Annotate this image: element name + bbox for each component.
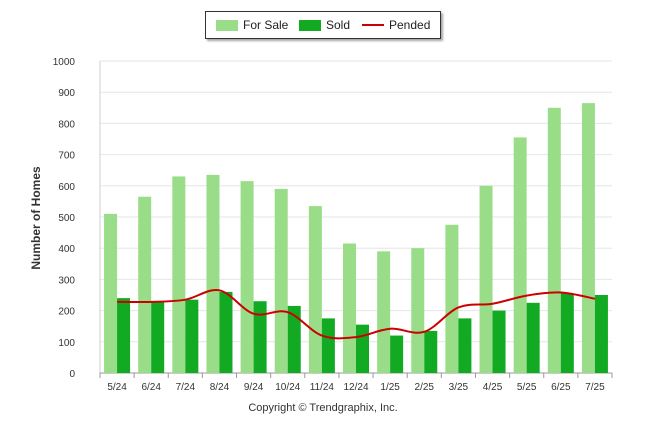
legend: For Sale Sold Pended (205, 11, 441, 39)
line-pended (117, 288, 596, 340)
legend-item-for-sale[interactable]: For Sale (216, 12, 288, 38)
x-tick-label: 6/25 (551, 382, 571, 393)
y-tick-label: 0 (69, 369, 75, 380)
y-tick-label: 300 (58, 275, 75, 286)
bar-for-sale (240, 181, 254, 373)
bar-for-sale (206, 174, 220, 373)
legend-swatch-for-sale (216, 19, 238, 31)
bar-for-sale (479, 185, 493, 373)
bar-sold (151, 301, 165, 373)
x-tick-label: 12/24 (343, 382, 368, 393)
y-tick-label: 700 (58, 151, 75, 162)
y-tick-label: 900 (58, 88, 75, 99)
y-tick-label: 400 (58, 244, 75, 255)
bar-for-sale (308, 206, 322, 373)
x-tick-label: 5/24 (107, 382, 127, 393)
x-tick-label: 5/25 (517, 382, 537, 393)
legend-item-pended[interactable]: Pended (362, 12, 430, 38)
bar-sold (219, 291, 233, 373)
y-tick-label: 1000 (53, 57, 76, 68)
x-tick-label: 3/25 (449, 382, 469, 393)
bar-sold (526, 302, 540, 373)
bar-sold (458, 318, 472, 373)
bar-for-sale (104, 213, 118, 373)
legend-label-sold: Sold (326, 18, 351, 32)
bar-for-sale (411, 248, 425, 373)
y-axis-title: Number of Homes (29, 166, 43, 270)
y-tick-label: 600 (58, 182, 75, 193)
bar-for-sale (581, 103, 595, 374)
x-tick-label: 11/24 (310, 382, 335, 393)
bar-sold (560, 293, 574, 373)
x-tick-label: 2/25 (415, 382, 435, 393)
bar-for-sale (274, 188, 288, 373)
legend-label-pended: Pended (389, 18, 431, 32)
bar-sold (117, 298, 131, 373)
bar-sold (253, 301, 267, 373)
legend-swatch-pended (362, 24, 384, 26)
x-tick-label: 8/24 (210, 382, 230, 393)
bar-for-sale (547, 107, 561, 374)
bar-for-sale (172, 176, 186, 373)
bar-sold (594, 295, 608, 373)
x-tick-label: 7/24 (176, 382, 196, 393)
y-tick-label: 800 (58, 119, 75, 130)
x-tick-label: 7/25 (585, 382, 605, 393)
x-tick-label: 6/24 (141, 382, 161, 393)
bar-sold (287, 305, 301, 373)
bar-sold (492, 310, 506, 373)
x-tick-label: 9/24 (244, 382, 264, 393)
bar-for-sale (445, 224, 459, 373)
x-tick-label: 10/24 (275, 382, 300, 393)
copyright-text: Copyright © Trendgraphix, Inc. (248, 402, 398, 414)
y-tick-label: 100 (58, 338, 75, 349)
bar-sold (390, 335, 404, 373)
legend-swatch-sold (299, 19, 321, 31)
bar-sold (321, 318, 335, 373)
legend-item-sold[interactable]: Sold (299, 12, 350, 38)
y-tick-label: 500 (58, 213, 75, 224)
bar-sold (185, 299, 199, 373)
bar-sold (424, 330, 438, 373)
bar-for-sale (138, 196, 152, 373)
x-tick-label: 1/25 (380, 382, 400, 393)
bar-for-sale (513, 137, 527, 373)
bar-sold (356, 324, 369, 373)
bar-for-sale (343, 243, 356, 373)
legend-label-for-sale: For Sale (243, 18, 289, 32)
bar-for-sale (377, 251, 391, 373)
y-tick-label: 200 (58, 307, 75, 318)
x-tick-label: 4/25 (483, 382, 503, 393)
